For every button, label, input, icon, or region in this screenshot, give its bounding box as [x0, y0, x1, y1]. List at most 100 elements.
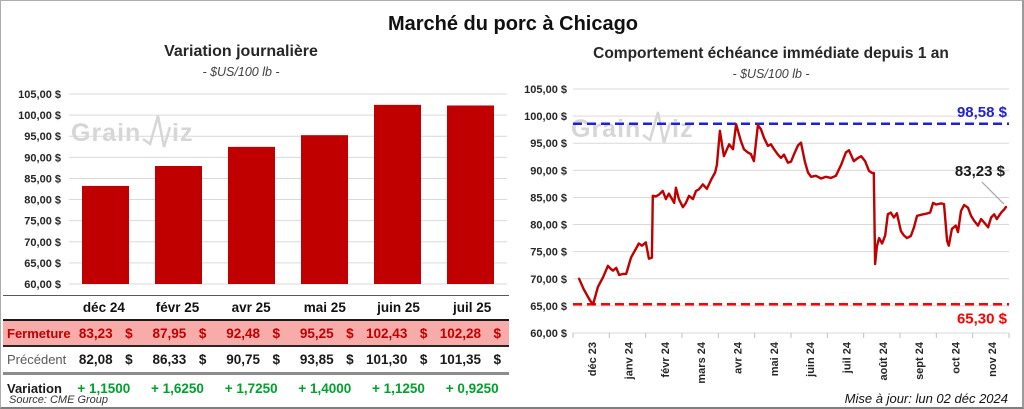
cell-value: 86,33 [152, 352, 187, 367]
currency-symbol: $ [125, 352, 133, 367]
y-axis-tick-label: 85,00 $ [24, 173, 61, 185]
bar-avr 25 [228, 146, 275, 284]
y-axis-tick-label: 80,00 $ [24, 195, 61, 207]
x-axis-tick-label: févr 24 [660, 341, 672, 377]
cell-value: 87,95 [152, 325, 187, 341]
y-axis-tick-label: 70,00 $ [24, 237, 61, 249]
table-cell: 92,48 $ [214, 326, 288, 341]
y-axis-tick-label: 70,00 $ [530, 274, 567, 286]
y-axis-tick-label: 95,00 $ [530, 138, 567, 150]
cell-value: + 1,1250 [372, 380, 425, 396]
table-cell: + 1,1250 [362, 381, 436, 396]
table-cell: 93,85 $ [288, 352, 362, 367]
y-axis-tick-label: 90,00 $ [530, 165, 567, 177]
cell-value: 101,30 [366, 352, 408, 367]
currency-symbol: $ [419, 352, 428, 367]
cell-value: + 0,9250 [445, 380, 499, 396]
cell-value: + 1,7250 [224, 380, 278, 396]
y-axis-tick-label: 75,00 $ [530, 247, 567, 259]
table-cell: 101,30 $ [362, 352, 436, 367]
table-cell: + 1,4000 [288, 381, 362, 396]
row-label-precedent: Précédent [7, 352, 67, 367]
reference-line-label: 65,30 $ [957, 310, 1008, 327]
y-axis-tick-label: 105,00 $ [524, 84, 567, 96]
table-cell: 95,25 $ [288, 326, 362, 341]
cell-value: 90,75 [226, 352, 260, 367]
cell-value: 102,28 [439, 325, 481, 341]
bar-juil 25 [447, 105, 494, 285]
table-cell: 87,95 $ [141, 326, 215, 341]
line-chart-title: Comportement échéance immédiate depuis 1… [593, 45, 949, 62]
cell-value: 92,48 [226, 325, 260, 341]
row-label-fermeture: Fermeture [7, 325, 71, 341]
x-axis-tick-label: sept 24 [914, 341, 926, 380]
table-cell: + 1,6250 [141, 381, 215, 396]
y-axis-tick-label: 65,00 $ [24, 258, 61, 270]
table-cell: 86,33 $ [141, 352, 215, 367]
last-price-label: 83,23 $ [955, 163, 1006, 180]
reference-line-label: 98,58 $ [957, 104, 1008, 121]
column-header-déc 24: déc 24 [82, 300, 125, 315]
source-note: Source: CME Group [9, 394, 109, 406]
x-axis-tick-label: mars 24 [696, 341, 708, 383]
cell-value: + 1,4000 [298, 380, 352, 396]
column-header-mai 25: mai 25 [303, 300, 346, 315]
currency-symbol: $ [493, 325, 501, 341]
y-axis-tick-label: 95,00 $ [24, 131, 61, 143]
x-axis-tick-label: juin 24 [805, 341, 817, 378]
front-month-line-chart: 105,00 $ 100,00 $ 95,00 $ 90,00 $ 85,00 $ 80,… [524, 84, 1010, 384]
column-header-juil 25: juil 25 [453, 300, 492, 315]
currency-symbol: $ [346, 352, 354, 367]
currency-symbol: $ [272, 352, 280, 367]
y-axis-tick-label: 80,00 $ [530, 220, 567, 232]
y-axis-tick-label: 85,00 $ [530, 192, 567, 204]
y-axis-tick-label: 75,00 $ [24, 216, 61, 228]
currency-symbol: $ [346, 325, 354, 341]
y-axis-tick-label: 100,00 $ [524, 111, 567, 123]
x-axis-tick-label: nov 24 [987, 341, 999, 377]
x-axis-tick-label: mai 24 [769, 341, 781, 376]
bar-févr 25 [155, 165, 202, 284]
currency-symbol: $ [419, 325, 428, 341]
x-axis-tick-label: juil 24 [842, 341, 854, 374]
cell-value: 83,23 [78, 325, 113, 341]
end-label-leader-line [981, 181, 1005, 205]
table-cell: 102,43 $ [362, 326, 436, 341]
table-row-fermeture: Fermeture 83,23 $87,95 $92,48 $95,25 $102,43 $… [3, 321, 509, 347]
x-axis-tick-label: janv 24 [624, 341, 636, 380]
table-row-precedent: Précédent 82,08 $86,33 $90,75 $93,85 $101,30 $… [3, 347, 509, 375]
table-cell: + 0,9250 [435, 381, 509, 396]
cell-value: 82,08 [78, 352, 113, 367]
updated-note: Mise à jour: lun 02 déc 2024 [844, 391, 1008, 406]
y-axis-tick-label: 60,00 $ [24, 279, 61, 291]
currency-symbol: $ [125, 325, 133, 341]
column-header-avr 25: avr 25 [231, 300, 271, 315]
bar-juin 25 [374, 104, 421, 285]
table-cell: + 1,7250 [214, 381, 288, 396]
x-axis-tick-label: avr 24 [733, 341, 745, 374]
cell-value: 101,35 [439, 352, 481, 367]
y-axis-tick-label: 105,00 $ [18, 89, 61, 101]
cell-value: + 1,1500 [77, 380, 131, 396]
x-axis-tick-label: déc 23 [587, 342, 599, 376]
page-title: Marché du porc à Chicago [387, 13, 639, 35]
cell-value: 95,25 [299, 325, 334, 341]
bar-chart-subtitle: - $US/100 lb - [202, 65, 280, 79]
cell-value: 93,85 [299, 352, 334, 367]
y-axis-tick-label: 60,00 $ [530, 328, 567, 340]
column-header-juin 25: juin 25 [377, 300, 420, 315]
bar-chart-title: Variation journalière [164, 43, 318, 60]
currency-symbol: $ [493, 352, 501, 367]
x-axis-tick-label: août 24 [878, 341, 890, 380]
table-cell: 90,75 $ [214, 352, 288, 367]
y-axis-tick-label: 90,00 $ [24, 152, 61, 164]
cell-value: + 1,6250 [151, 380, 204, 396]
table-cell: + 1,1500 [67, 381, 141, 396]
line-chart-subtitle: - $US/100 lb - [732, 67, 810, 81]
currency-symbol: $ [198, 325, 207, 341]
table-cell: 102,28 $ [435, 326, 509, 341]
bar-mai 25 [301, 135, 348, 284]
y-axis-tick-label: 65,00 $ [530, 301, 567, 313]
currency-symbol: $ [272, 325, 280, 341]
